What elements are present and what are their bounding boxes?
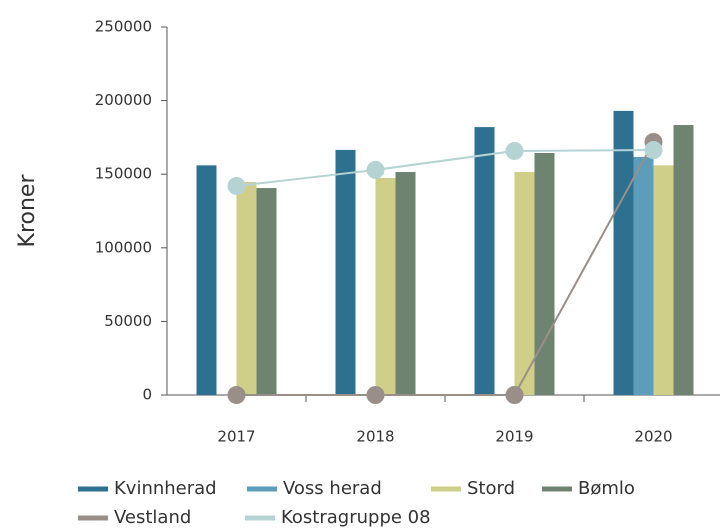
line xyxy=(236,149,654,187)
x-tick-label: 2018 xyxy=(356,428,394,446)
bar xyxy=(673,125,694,395)
bar xyxy=(196,165,217,395)
legend-label: Voss herad xyxy=(283,478,382,499)
bar xyxy=(335,149,356,395)
y-tick-label: 200000 xyxy=(95,91,152,109)
legend-label: Vestland xyxy=(114,507,191,528)
x-tick-label: 2020 xyxy=(634,428,672,446)
bar xyxy=(653,165,674,395)
bar xyxy=(514,171,535,395)
legend-label: Kostragruppe 08 xyxy=(281,507,431,528)
line-marker xyxy=(227,176,246,195)
y-tick-label: 0 xyxy=(142,386,152,404)
bar xyxy=(256,188,277,395)
y-tick-label: 250000 xyxy=(95,18,152,36)
y-tick-label: 150000 xyxy=(95,165,152,183)
line-marker xyxy=(505,141,524,160)
line-marker xyxy=(366,386,385,404)
legend-label: Bømlo xyxy=(578,478,635,499)
bar xyxy=(474,127,495,395)
legend-label: Kvinnherad xyxy=(114,478,217,499)
legend-label: Stord xyxy=(467,478,515,499)
bar xyxy=(375,178,396,395)
bar xyxy=(236,182,257,395)
y-tick-label: 50000 xyxy=(104,312,152,330)
y-axis-label: Kroner xyxy=(15,174,40,248)
line-marker xyxy=(644,141,663,160)
bar xyxy=(395,171,416,395)
line xyxy=(236,141,655,396)
x-tick-label: 2017 xyxy=(217,428,255,446)
bar xyxy=(534,153,555,395)
line-marker xyxy=(505,386,524,404)
y-tick-label: 100000 xyxy=(95,238,152,256)
x-tick-label: 2019 xyxy=(495,428,533,446)
line-marker xyxy=(227,386,246,404)
line-marker xyxy=(366,160,385,179)
bar xyxy=(613,110,634,396)
bar xyxy=(633,156,654,395)
